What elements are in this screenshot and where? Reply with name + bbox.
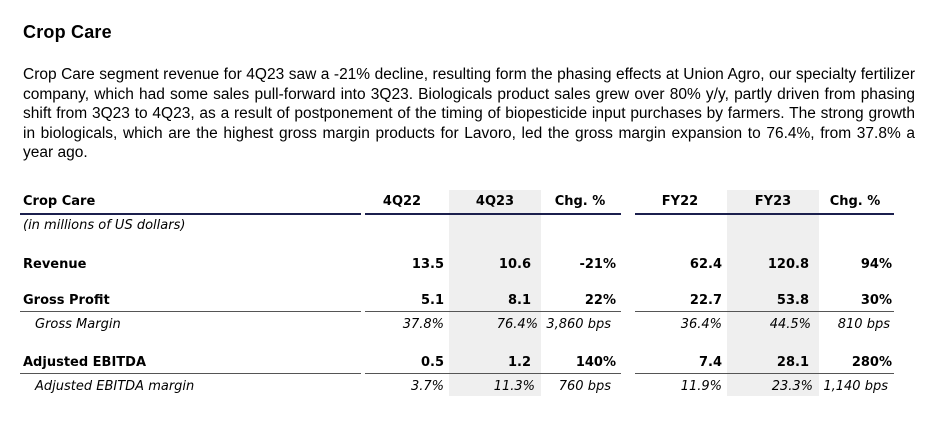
rule-gross-profit-fy — [635, 311, 894, 312]
revenue-fy22: 62.4 — [689, 257, 722, 272]
column-header-chg-q: Chg. % — [554, 194, 606, 209]
revenue-chg-fy: 94% — [860, 257, 892, 272]
gross-margin-4q23: 76.4% — [496, 317, 538, 332]
ebitda-margin-chg-q: 760 bps — [558, 379, 611, 394]
revenue-4q22: 13.5 — [411, 257, 444, 272]
row-label-gross-margin: Gross Margin — [35, 317, 121, 332]
ebitda-fy22: 7.4 — [698, 355, 722, 370]
ebitda-4q22: 0.5 — [420, 355, 444, 370]
rule-ebitda-fy — [635, 373, 894, 374]
row-label-ebitda-margin: Adjusted EBITDA margin — [35, 379, 195, 394]
column-header-fy23: FY23 — [754, 194, 792, 209]
ebitda-margin-4q22: 3.7% — [410, 379, 444, 394]
gross-profit-4q23: 8.1 — [507, 293, 531, 308]
table-subheader: (in millions of US dollars) — [23, 218, 186, 233]
column-header-fy22: FY22 — [661, 194, 699, 209]
revenue-fy23: 120.8 — [767, 257, 809, 272]
ebitda-margin-fy23: 23.3% — [771, 379, 813, 394]
gross-margin-chg-q: 3,860 bps — [546, 317, 611, 332]
rule-ebitda-quarter — [365, 373, 621, 374]
gross-profit-fy22: 22.7 — [689, 293, 722, 308]
gross-profit-chg-fy: 30% — [860, 293, 892, 308]
row-label-revenue: Revenue — [23, 257, 87, 272]
gross-profit-fy23: 53.8 — [776, 293, 809, 308]
highlight-column-fy23 — [727, 190, 819, 396]
ebitda-margin-fy22: 11.9% — [680, 379, 722, 394]
revenue-chg-q: -21% — [579, 257, 616, 272]
gross-margin-chg-fy: 810 bps — [837, 317, 890, 332]
highlight-column-4q23 — [449, 190, 541, 396]
row-label-gross-profit: Gross Profit — [23, 293, 110, 308]
ebitda-margin-chg-fy: 1,140 bps — [823, 379, 888, 394]
column-header-4q22: 4Q22 — [382, 194, 422, 209]
row-label-adjusted-ebitda: Adjusted EBITDA — [23, 355, 147, 370]
table-header-label: Crop Care — [23, 194, 96, 209]
gross-margin-fy22: 36.4% — [680, 317, 722, 332]
ebitda-fy23: 28.1 — [776, 355, 809, 370]
revenue-4q23: 10.6 — [498, 257, 531, 272]
ebitda-chg-fy: 280% — [851, 355, 892, 370]
gross-profit-4q22: 5.1 — [420, 293, 444, 308]
section-title: Crop Care — [23, 22, 112, 42]
rule-gross-profit-quarter — [365, 311, 621, 312]
column-header-4q23: 4Q23 — [475, 194, 515, 209]
rule-ebitda-label — [20, 373, 361, 374]
gross-margin-fy23: 44.5% — [769, 317, 811, 332]
ebitda-4q23: 1.2 — [507, 355, 531, 370]
ebitda-margin-4q23: 11.3% — [493, 379, 535, 394]
column-header-chg-fy: Chg. % — [829, 194, 881, 209]
header-rule-label — [20, 213, 361, 215]
header-rule-quarter — [365, 213, 621, 215]
rule-gross-profit-label — [20, 311, 361, 312]
header-rule-fy — [635, 213, 894, 215]
section-paragraph: Crop Care segment revenue for 4Q23 saw a… — [23, 66, 915, 162]
ebitda-chg-q: 140% — [575, 355, 616, 370]
gross-profit-chg-q: 22% — [584, 293, 616, 308]
gross-margin-4q22: 37.8% — [402, 317, 444, 332]
